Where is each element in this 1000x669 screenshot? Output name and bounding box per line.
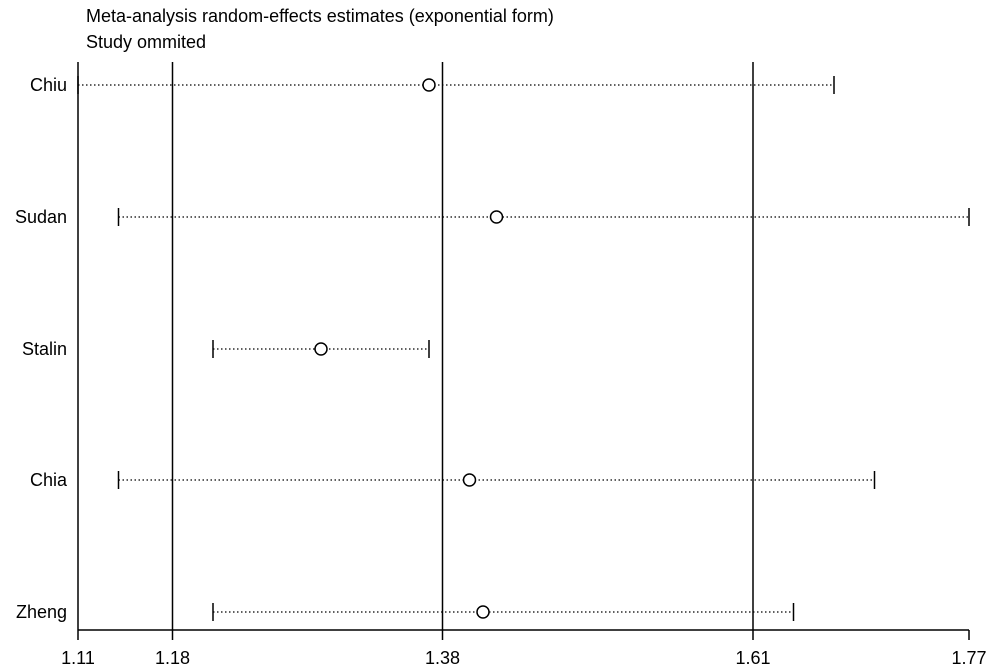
study-row-chia: Chia [30, 470, 876, 490]
x-tick-label: 1.18 [155, 648, 190, 668]
x-axis: 1.11 1.18 1.38 1.61 1.77 [61, 630, 987, 668]
study-rows: Chiu Sudan Stalin Chia Zheng [15, 75, 970, 622]
study-label: Chia [30, 470, 68, 490]
study-label: Sudan [15, 207, 67, 227]
reference-lines [171, 62, 754, 630]
x-tick-label: 1.38 [425, 648, 460, 668]
x-tick-label: 1.61 [735, 648, 770, 668]
study-row-zheng: Zheng [16, 602, 795, 622]
estimate-point [462, 473, 477, 487]
estimate-point [422, 78, 436, 92]
x-tick-label: 1.77 [951, 648, 986, 668]
study-label: Stalin [22, 339, 67, 359]
study-label: Zheng [16, 602, 67, 622]
plot-frame [77, 62, 969, 631]
estimate-point [314, 342, 328, 356]
estimate-point [489, 210, 504, 224]
chart-title: Meta-analysis random-effects estimates (… [86, 6, 554, 26]
x-tick-label: 1.11 [61, 648, 95, 668]
chart-subtitle: Study ommited [86, 32, 207, 52]
study-label: Chiu [30, 75, 67, 95]
study-row-sudan: Sudan [15, 207, 970, 227]
estimate-point [476, 605, 490, 619]
study-row-chiu: Chiu [30, 75, 835, 95]
study-row-stalin: Stalin [22, 339, 430, 359]
